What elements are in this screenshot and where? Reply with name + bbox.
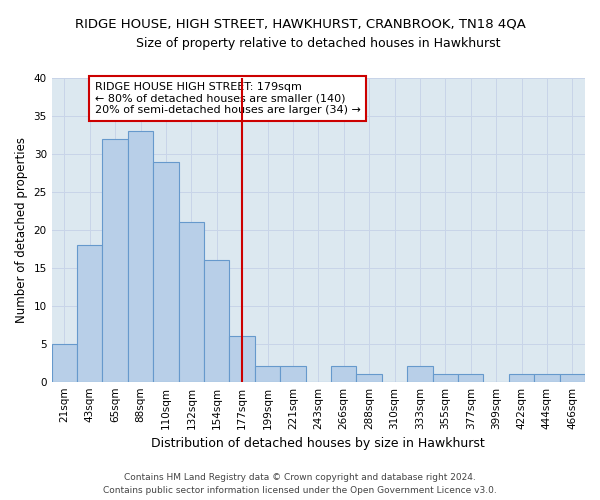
Bar: [433, 374, 458, 382]
Text: RIDGE HOUSE HIGH STREET: 179sqm
← 80% of detached houses are smaller (140)
20% o: RIDGE HOUSE HIGH STREET: 179sqm ← 80% of…: [95, 82, 361, 115]
Bar: [458, 374, 484, 382]
Bar: [128, 131, 153, 382]
Bar: [331, 366, 356, 382]
Bar: [356, 374, 382, 382]
Bar: [52, 344, 77, 382]
Bar: [560, 374, 585, 382]
Title: Size of property relative to detached houses in Hawkhurst: Size of property relative to detached ho…: [136, 38, 500, 51]
Bar: [229, 336, 255, 382]
Bar: [77, 245, 103, 382]
Bar: [509, 374, 534, 382]
Y-axis label: Number of detached properties: Number of detached properties: [15, 137, 28, 323]
X-axis label: Distribution of detached houses by size in Hawkhurst: Distribution of detached houses by size …: [151, 437, 485, 450]
Bar: [103, 139, 128, 382]
Text: Contains HM Land Registry data © Crown copyright and database right 2024.
Contai: Contains HM Land Registry data © Crown c…: [103, 474, 497, 495]
Bar: [407, 366, 433, 382]
Bar: [179, 222, 204, 382]
Bar: [204, 260, 229, 382]
Bar: [280, 366, 305, 382]
Bar: [534, 374, 560, 382]
Bar: [255, 366, 280, 382]
Bar: [153, 162, 179, 382]
Text: RIDGE HOUSE, HIGH STREET, HAWKHURST, CRANBROOK, TN18 4QA: RIDGE HOUSE, HIGH STREET, HAWKHURST, CRA…: [74, 18, 526, 30]
